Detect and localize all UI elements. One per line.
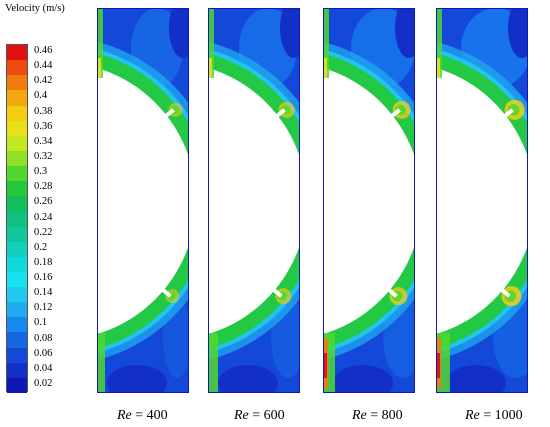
colorbar-swatch	[7, 317, 27, 333]
colorbar-swatch	[7, 150, 27, 167]
reynolds-symbol: Re	[117, 408, 132, 423]
colorbar-label: 0.2	[34, 241, 48, 253]
colorbar-swatch	[7, 271, 27, 288]
colorbar-label: 0.4	[34, 90, 48, 102]
colorbar-swatch	[7, 377, 27, 394]
equals-sign: =	[479, 408, 495, 423]
cylinder-body	[208, 67, 300, 335]
panel-caption: Re = 600	[234, 408, 285, 424]
contour-panel	[208, 8, 300, 393]
contour-panel	[436, 8, 528, 393]
colorbar-swatch	[7, 226, 27, 243]
colorbar-swatch	[7, 105, 27, 122]
cylinder-body	[436, 67, 528, 335]
colorbar-label: 0.22	[34, 226, 53, 238]
colorbar-swatch	[7, 135, 27, 152]
colorbar-label: 0.18	[34, 256, 53, 268]
colorbar-swatch	[7, 60, 27, 76]
colorbar-label: 0.12	[34, 302, 53, 314]
colorbar-swatch	[7, 120, 27, 137]
colorbar-label: 0.24	[34, 211, 53, 223]
panel-caption: Re = 800	[352, 408, 403, 424]
colorbar-label: 0.02	[34, 377, 53, 389]
colorbar-label: 0.28	[34, 181, 53, 193]
colorbar-label: 0.16	[34, 272, 53, 284]
colorbar-label: 0.06	[34, 347, 53, 359]
colorbar-label: 0.1	[34, 317, 48, 329]
legend-title: Velocity (m/s)	[5, 3, 65, 14]
colorbar-swatch	[7, 241, 27, 258]
reynolds-value: 1000	[494, 408, 523, 423]
colorbar-label: 0.46	[34, 45, 53, 57]
colorbar-label: 0.34	[34, 135, 53, 147]
reynolds-symbol: Re	[465, 408, 480, 423]
colorbar	[6, 44, 28, 394]
colorbar-label: 0.3	[34, 166, 48, 178]
colorbar-swatch	[7, 287, 27, 303]
contour-panel	[323, 8, 415, 393]
cylinder-body	[97, 67, 189, 335]
reynolds-symbol: Re	[234, 408, 249, 423]
colorbar-swatch	[7, 347, 27, 364]
equals-sign: =	[248, 408, 264, 423]
equals-sign: =	[131, 408, 147, 423]
colorbar-swatch	[7, 302, 27, 318]
colorbar-label: 0.26	[34, 196, 53, 208]
contour-panel	[97, 8, 189, 393]
reynolds-value: 600	[263, 408, 285, 423]
colorbar-label: 0.14	[34, 287, 53, 299]
equals-sign: =	[366, 408, 382, 423]
colorbar-label: 0.36	[34, 120, 53, 132]
reynolds-value: 800	[381, 408, 403, 423]
colorbar-swatch	[7, 211, 27, 228]
colorbar-swatch	[7, 90, 27, 107]
colorbar-label: 0.42	[34, 75, 53, 87]
reynolds-symbol: Re	[352, 408, 367, 423]
colorbar-swatch	[7, 75, 27, 91]
colorbar-label: 0.04	[34, 362, 53, 374]
colorbar-label: 0.32	[34, 150, 53, 162]
colorbar-swatch	[7, 362, 27, 379]
reynolds-value: 400	[146, 408, 168, 423]
colorbar-swatch	[7, 166, 27, 182]
panel-caption: Re = 400	[117, 408, 168, 424]
panel-caption: Re = 1000	[465, 408, 523, 424]
cylinder-body	[323, 67, 415, 335]
colorbar-label: 0.38	[34, 105, 53, 117]
colorbar-swatch	[7, 181, 27, 197]
colorbar-swatch	[7, 256, 27, 273]
colorbar-label: 0.08	[34, 332, 53, 344]
colorbar-swatch	[7, 196, 27, 212]
colorbar-swatch	[7, 45, 27, 61]
colorbar-label: 0.44	[34, 60, 53, 72]
colorbar-swatch	[7, 332, 27, 349]
